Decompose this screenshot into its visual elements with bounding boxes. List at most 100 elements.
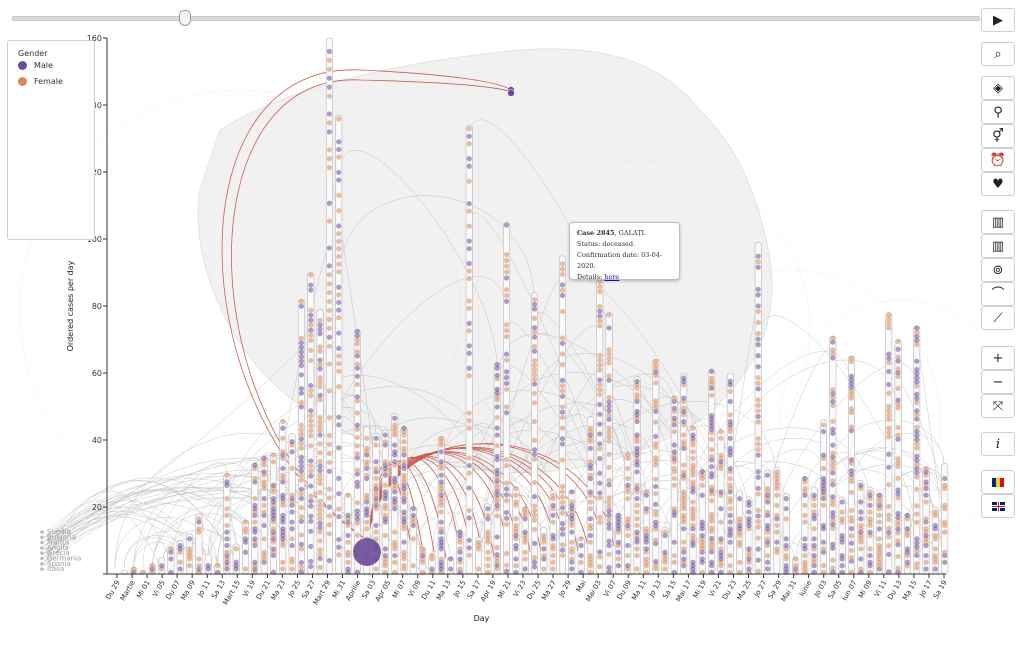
- case-dot: [597, 490, 603, 496]
- play-button[interactable]: ▶: [981, 8, 1015, 32]
- case-dot: [317, 476, 323, 482]
- case-dot: [653, 508, 659, 515]
- timeline-slider-thumb[interactable]: [179, 10, 191, 26]
- import-arc: [43, 479, 237, 561]
- case-dot: [559, 526, 566, 532]
- gender-button[interactable]: ⚥: [981, 124, 1015, 148]
- case-dot: [587, 459, 594, 465]
- case-dot: [475, 566, 482, 572]
- info-button[interactable]: i: [981, 432, 1015, 456]
- case-dot: [830, 517, 836, 524]
- day-column: [176, 540, 184, 575]
- case-dot: [503, 410, 510, 416]
- case-dot: [457, 546, 463, 552]
- day-column-bar: [335, 114, 343, 575]
- case-dot: [718, 536, 724, 542]
- case-dot: [820, 502, 827, 508]
- case-dot: [494, 372, 500, 378]
- case-dot: [802, 552, 808, 559]
- case-dot: [308, 317, 314, 323]
- circles-button[interactable]: ⊚: [981, 258, 1015, 282]
- alarm-button[interactable]: ⏰: [981, 148, 1015, 172]
- case-dot: [783, 506, 789, 512]
- case-dot: [718, 435, 724, 441]
- case-dot: [308, 558, 314, 565]
- case-dot: [326, 164, 333, 171]
- case-dot: [848, 406, 855, 412]
- fit-button[interactable]: ⤧: [981, 394, 1015, 418]
- legend: Gender Male Female: [7, 40, 95, 240]
- map-circles-icon: ▥: [991, 238, 1005, 254]
- tooltip-case-id: Case 2845: [577, 229, 615, 237]
- location-button[interactable]: ⚲: [981, 100, 1015, 124]
- case-dot: [317, 547, 323, 553]
- case-dot: [392, 559, 398, 565]
- case-dot: [709, 484, 715, 490]
- legend-item-male[interactable]: Male: [18, 61, 53, 70]
- day-column: [503, 221, 511, 575]
- health-button[interactable]: ♥: [981, 172, 1015, 196]
- case-dot: [914, 379, 920, 385]
- transmission-arc: [757, 315, 917, 541]
- legend-item-female[interactable]: Female: [18, 77, 63, 86]
- case-dot: [298, 399, 305, 405]
- case-dot: [354, 349, 360, 355]
- case-dot: [886, 381, 892, 388]
- case-dot: [886, 412, 892, 418]
- case-dot: [895, 385, 901, 391]
- case-dot: [326, 147, 333, 153]
- case-dot: [410, 563, 416, 569]
- timeline-slider-track[interactable]: [12, 16, 980, 21]
- layers-button[interactable]: ◈: [981, 76, 1015, 100]
- search-button[interactable]: ⌕: [981, 42, 1015, 66]
- case-dot: [317, 383, 323, 390]
- map-button[interactable]: ▥: [981, 210, 1015, 234]
- zoom-out-button[interactable]: −: [981, 370, 1015, 394]
- case-dot: [895, 460, 901, 466]
- map-circles-button[interactable]: ▥: [981, 234, 1015, 258]
- case-dot: [643, 506, 649, 512]
- case-dot: [531, 297, 538, 303]
- lang-ro-button[interactable]: [981, 470, 1015, 494]
- zoom-in-button[interactable]: +: [981, 346, 1015, 370]
- day-column: [391, 412, 399, 575]
- day-column: [335, 114, 343, 575]
- case-dot: [336, 544, 342, 550]
- case-dot: [802, 475, 808, 482]
- import-arc: [43, 490, 274, 559]
- case-dot: [606, 325, 612, 331]
- case-dot: [317, 516, 323, 522]
- arc-button[interactable]: ⌒: [981, 282, 1015, 306]
- trend-button[interactable]: ⟋: [981, 306, 1015, 330]
- case-dot: [606, 564, 612, 571]
- case-dot: [457, 556, 463, 562]
- case-dot: [587, 499, 594, 505]
- day-column: [549, 489, 557, 575]
- case-dot: [914, 561, 920, 567]
- case-dot: [503, 568, 510, 574]
- case-dot: [606, 512, 612, 518]
- case-dot: [401, 539, 407, 545]
- tooltip-details-link[interactable]: here: [604, 273, 620, 281]
- case-dot: [662, 549, 668, 555]
- case-dot: [373, 442, 379, 448]
- case-dot: [326, 290, 333, 296]
- case-dot: [755, 469, 761, 475]
- case-dot: [308, 498, 314, 504]
- case-dot: [755, 364, 761, 370]
- case-dot: [466, 545, 472, 551]
- case-dot: [858, 499, 864, 505]
- case-dot: [168, 546, 174, 552]
- import-arc: [43, 490, 423, 572]
- day-column: [353, 328, 361, 575]
- case-dot: [597, 401, 603, 408]
- case-dot: [858, 509, 864, 515]
- lang-en-button[interactable]: [981, 494, 1015, 518]
- case-dot: [466, 141, 472, 147]
- case-dot: [298, 514, 305, 520]
- case-dot: [317, 414, 323, 421]
- case-dot: [531, 400, 538, 406]
- case-dot: [336, 146, 342, 153]
- case-dot: [289, 492, 295, 498]
- case-dot: [550, 502, 556, 508]
